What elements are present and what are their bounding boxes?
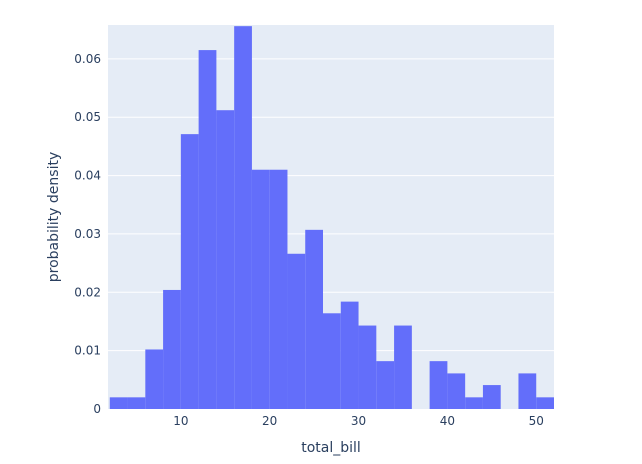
- histogram-bar: [109, 397, 128, 409]
- histogram-bar: [394, 325, 412, 409]
- histogram-bar: [518, 373, 537, 409]
- histogram-bar: [216, 110, 235, 409]
- y-tick-label: 0.01: [74, 344, 101, 358]
- histogram-bar: [305, 229, 324, 409]
- histogram-bar: [198, 50, 217, 409]
- histogram-bar: [127, 397, 146, 409]
- histogram-bar: [447, 373, 466, 409]
- x-tick-label: 50: [529, 414, 544, 428]
- y-axis-title: probability density: [46, 152, 62, 282]
- x-tick-label: 20: [262, 414, 277, 428]
- histogram-bar: [358, 325, 377, 409]
- histogram-bar: [465, 397, 483, 409]
- y-tick-label: 0.06: [74, 52, 101, 66]
- histogram-bar: [145, 349, 164, 409]
- y-tick-label: 0.02: [74, 285, 101, 299]
- histogram-bar: [163, 289, 181, 409]
- histogram-bar: [234, 26, 252, 409]
- histogram-bar: [287, 253, 306, 409]
- histogram-bars: [109, 26, 554, 410]
- y-tick-label: 0.05: [74, 110, 101, 124]
- y-tick-label: 0.04: [74, 169, 101, 183]
- x-axis-ticks: 10 20 30 40 50: [173, 414, 544, 428]
- y-tick-label: 0.03: [74, 227, 101, 241]
- x-tick-label: 10: [173, 414, 188, 428]
- histogram-bar: [376, 361, 395, 409]
- histogram-bar: [323, 313, 341, 409]
- histogram-bar: [180, 134, 199, 410]
- x-tick-label: 30: [351, 414, 366, 428]
- histogram-bar: [340, 301, 359, 409]
- y-axis-ticks: 0 0.01 0.02 0.03 0.04 0.05 0.06: [74, 52, 101, 416]
- x-tick-label: 40: [440, 414, 455, 428]
- y-tick-label: 0: [93, 402, 101, 416]
- histogram-bar: [482, 385, 501, 409]
- histogram-bar: [251, 169, 270, 409]
- histogram-bar: [536, 397, 554, 409]
- histogram-bar: [429, 361, 448, 409]
- x-axis-title: total_bill: [301, 440, 361, 456]
- histogram-bar: [269, 169, 288, 409]
